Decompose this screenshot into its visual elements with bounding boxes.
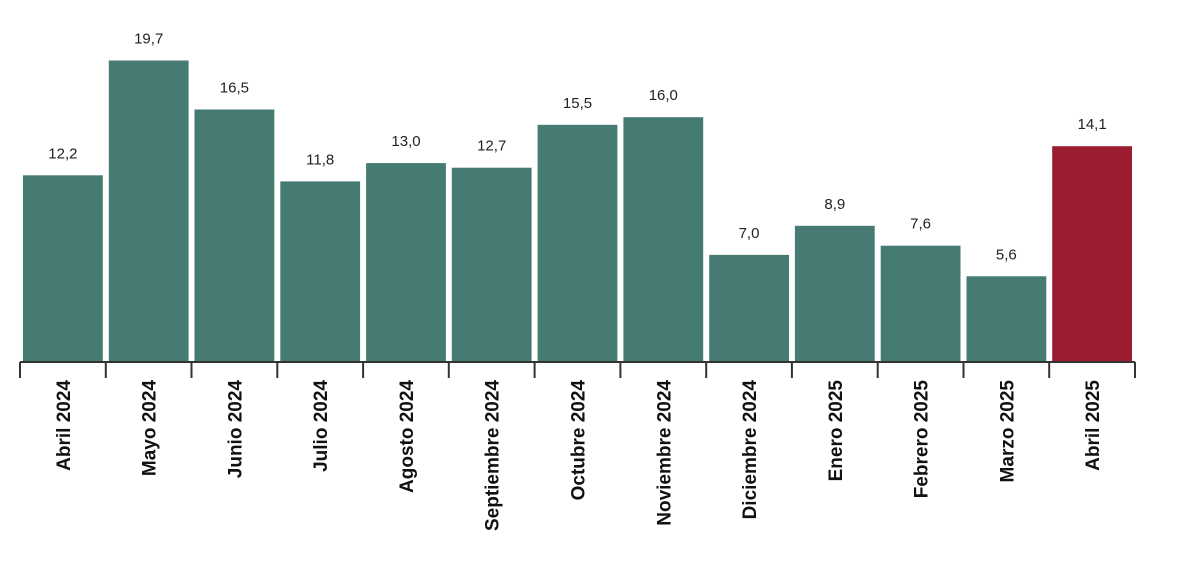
x-tick-label: Octubre 2024 [569, 380, 590, 501]
bar [966, 276, 1047, 362]
x-tick-label: Mayo 2024 [140, 380, 161, 477]
x-tick-label: Diciembre 2024 [740, 380, 761, 520]
bar [709, 254, 789, 362]
x-tick-label: Julio 2024 [311, 380, 332, 472]
bars-group [23, 60, 1132, 362]
bar-value-label: 8,9 [824, 196, 845, 213]
bar [623, 117, 704, 362]
bar [194, 109, 275, 362]
x-tick-label: Enero 2025 [826, 380, 847, 482]
bar-value-label: 11,8 [306, 151, 334, 168]
bar [108, 60, 189, 362]
bar [366, 163, 446, 362]
x-tick-label: Abril 2024 [54, 380, 75, 471]
x-tick-label: Septiembre 2024 [483, 380, 504, 531]
bar [451, 167, 532, 362]
x-tick-label: Agosto 2024 [397, 380, 418, 493]
bar-value-label: 16,5 [220, 80, 249, 97]
x-tick-label: Marzo 2025 [997, 380, 1018, 483]
x-tick-label: Junio 2024 [225, 380, 246, 479]
bar-value-label: 16,0 [649, 87, 678, 104]
bar-value-label: 12,2 [48, 145, 77, 162]
bar-value-label: 15,5 [563, 95, 592, 112]
bar [794, 225, 875, 362]
value-labels-group: 12,2 19,7 16,5 11,8 13,0 12,7 15,5 16,0 7,0 8,9 7,… [48, 31, 1106, 264]
bar-value-label: 12,7 [477, 138, 506, 155]
bar-value-label: 7,6 [910, 216, 931, 233]
bar [537, 124, 618, 362]
x-axis-tick-labels-group: Abril 2024 Mayo 2024 Junio 2024 Julio 2024 A… [54, 380, 1104, 531]
x-tick-label: Abril 2025 [1083, 380, 1104, 471]
bar-value-label: 19,7 [134, 31, 163, 48]
bar-value-label: 14,1 [1077, 116, 1106, 133]
bar-value-label: 13,0 [391, 133, 420, 150]
x-tick-label: Noviembre 2024 [654, 380, 675, 526]
x-axis-ticks-group [19, 362, 1136, 378]
bar [280, 181, 361, 362]
bar-value-label: 5,6 [996, 246, 1017, 263]
bar-value-label: 7,0 [739, 225, 760, 242]
bar [23, 175, 103, 362]
bar [880, 245, 961, 362]
x-tick-label: Febrero 2025 [912, 380, 933, 499]
bar [1052, 146, 1132, 362]
